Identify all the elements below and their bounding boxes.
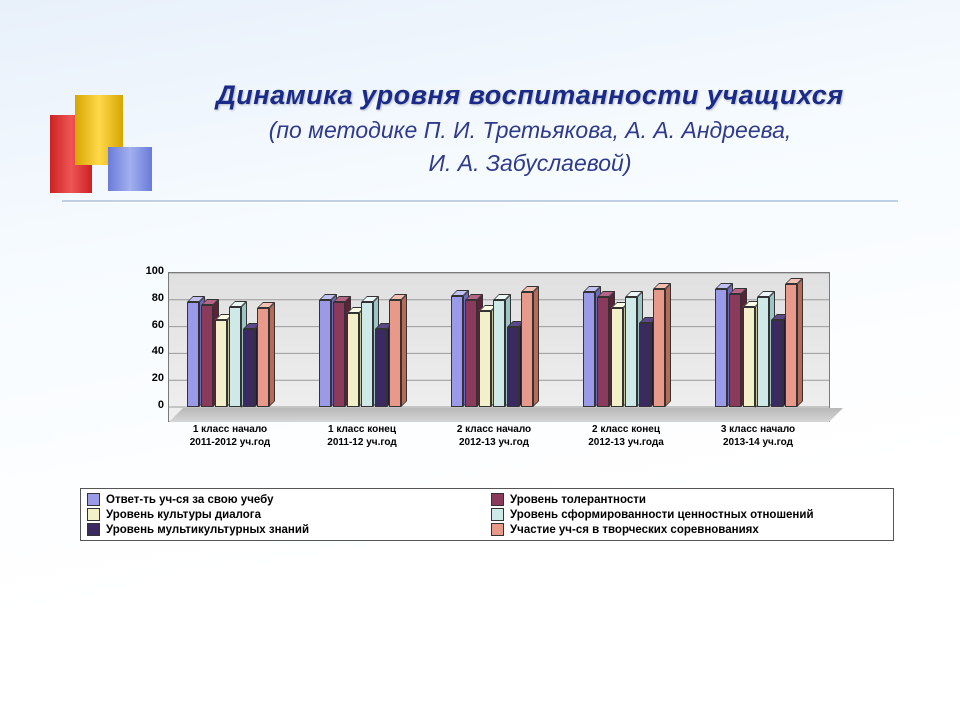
- y-tick-label: 20: [130, 372, 164, 384]
- bar-chart: 020406080100 1 класс начало2011-2012 уч.…: [130, 272, 830, 477]
- legend-item: Уровень мультикультурных знаний: [87, 523, 483, 536]
- bar: [771, 320, 783, 407]
- bar: [729, 294, 741, 407]
- x-tick-label: 2 класс конец2012-13 уч.года: [566, 424, 686, 449]
- legend-item: Участие уч-ся в творческих соревнованиях: [491, 523, 887, 536]
- bar: [451, 296, 463, 407]
- legend-swatch: [491, 523, 504, 536]
- y-tick-label: 40: [130, 345, 164, 357]
- bar: [639, 323, 651, 407]
- legend-item: Ответ-ть уч-ся за свою учебу: [87, 493, 483, 506]
- x-tick-label: 3 класс начало2013-14 уч.год: [698, 424, 818, 449]
- floor-3d: [169, 408, 843, 422]
- bar: [611, 308, 623, 407]
- bar: [507, 327, 519, 407]
- legend-swatch: [491, 493, 504, 506]
- legend-label: Ответ-ть уч-ся за свою учебу: [106, 494, 273, 506]
- legend-label: Уровень толерантности: [510, 494, 646, 506]
- plot-area: [168, 272, 830, 422]
- title-line2: (по методике П. И. Третьякова, А. А. Анд…: [170, 117, 890, 144]
- bar: [229, 307, 241, 408]
- bar: [583, 292, 595, 407]
- slide: Динамика уровня воспитанности учащихся (…: [0, 0, 960, 720]
- bar: [597, 297, 609, 407]
- y-tick-label: 100: [130, 265, 164, 277]
- x-tick-label: 1 класс конец2011-12 уч.год: [302, 424, 422, 449]
- x-tick-label: 2 класс начало2012-13 уч.год: [434, 424, 554, 449]
- bar: [493, 300, 505, 407]
- bar: [653, 289, 665, 407]
- title-line3: И. А. Забуслаевой): [170, 150, 890, 177]
- bar: [757, 297, 769, 407]
- x-tick-label: 1 класс начало2011-2012 уч.год: [170, 424, 290, 449]
- bar: [201, 305, 213, 407]
- bar: [465, 300, 477, 407]
- bar: [743, 307, 755, 408]
- legend-label: Уровень сформированности ценностных отно…: [510, 509, 814, 521]
- legend-item: Уровень сформированности ценностных отно…: [491, 508, 887, 521]
- legend-label: Участие уч-ся в творческих соревнованиях: [510, 524, 759, 536]
- bar: [347, 313, 359, 407]
- bar: [715, 289, 727, 407]
- title-line1: Динамика уровня воспитанности учащихся: [170, 80, 890, 111]
- bar: [257, 308, 269, 407]
- decor-squares: [50, 95, 170, 215]
- chart-legend: Ответ-ть уч-ся за свою учебу Уровень толе…: [80, 488, 894, 541]
- title-underline: [62, 200, 898, 202]
- bar: [187, 302, 199, 407]
- y-tick-label: 60: [130, 319, 164, 331]
- bar: [375, 329, 387, 407]
- legend-swatch: [87, 508, 100, 521]
- legend-label: Уровень культуры диалога: [106, 509, 261, 521]
- bar: [785, 284, 797, 407]
- legend-item: Уровень культуры диалога: [87, 508, 483, 521]
- bar: [333, 302, 345, 407]
- slide-title: Динамика уровня воспитанности учащихся (…: [170, 80, 890, 177]
- bar: [521, 292, 533, 407]
- legend-label: Уровень мультикультурных знаний: [106, 524, 309, 536]
- bar: [243, 329, 255, 407]
- legend-item: Уровень толерантности: [491, 493, 887, 506]
- y-tick-label: 0: [130, 399, 164, 411]
- bar: [479, 311, 491, 407]
- legend-swatch: [87, 523, 100, 536]
- y-tick-label: 80: [130, 292, 164, 304]
- square-blue: [108, 147, 152, 191]
- legend-swatch: [491, 508, 504, 521]
- bar: [319, 300, 331, 407]
- bar: [625, 297, 637, 407]
- bar: [389, 300, 401, 407]
- bar: [215, 320, 227, 407]
- legend-swatch: [87, 493, 100, 506]
- bar: [361, 302, 373, 407]
